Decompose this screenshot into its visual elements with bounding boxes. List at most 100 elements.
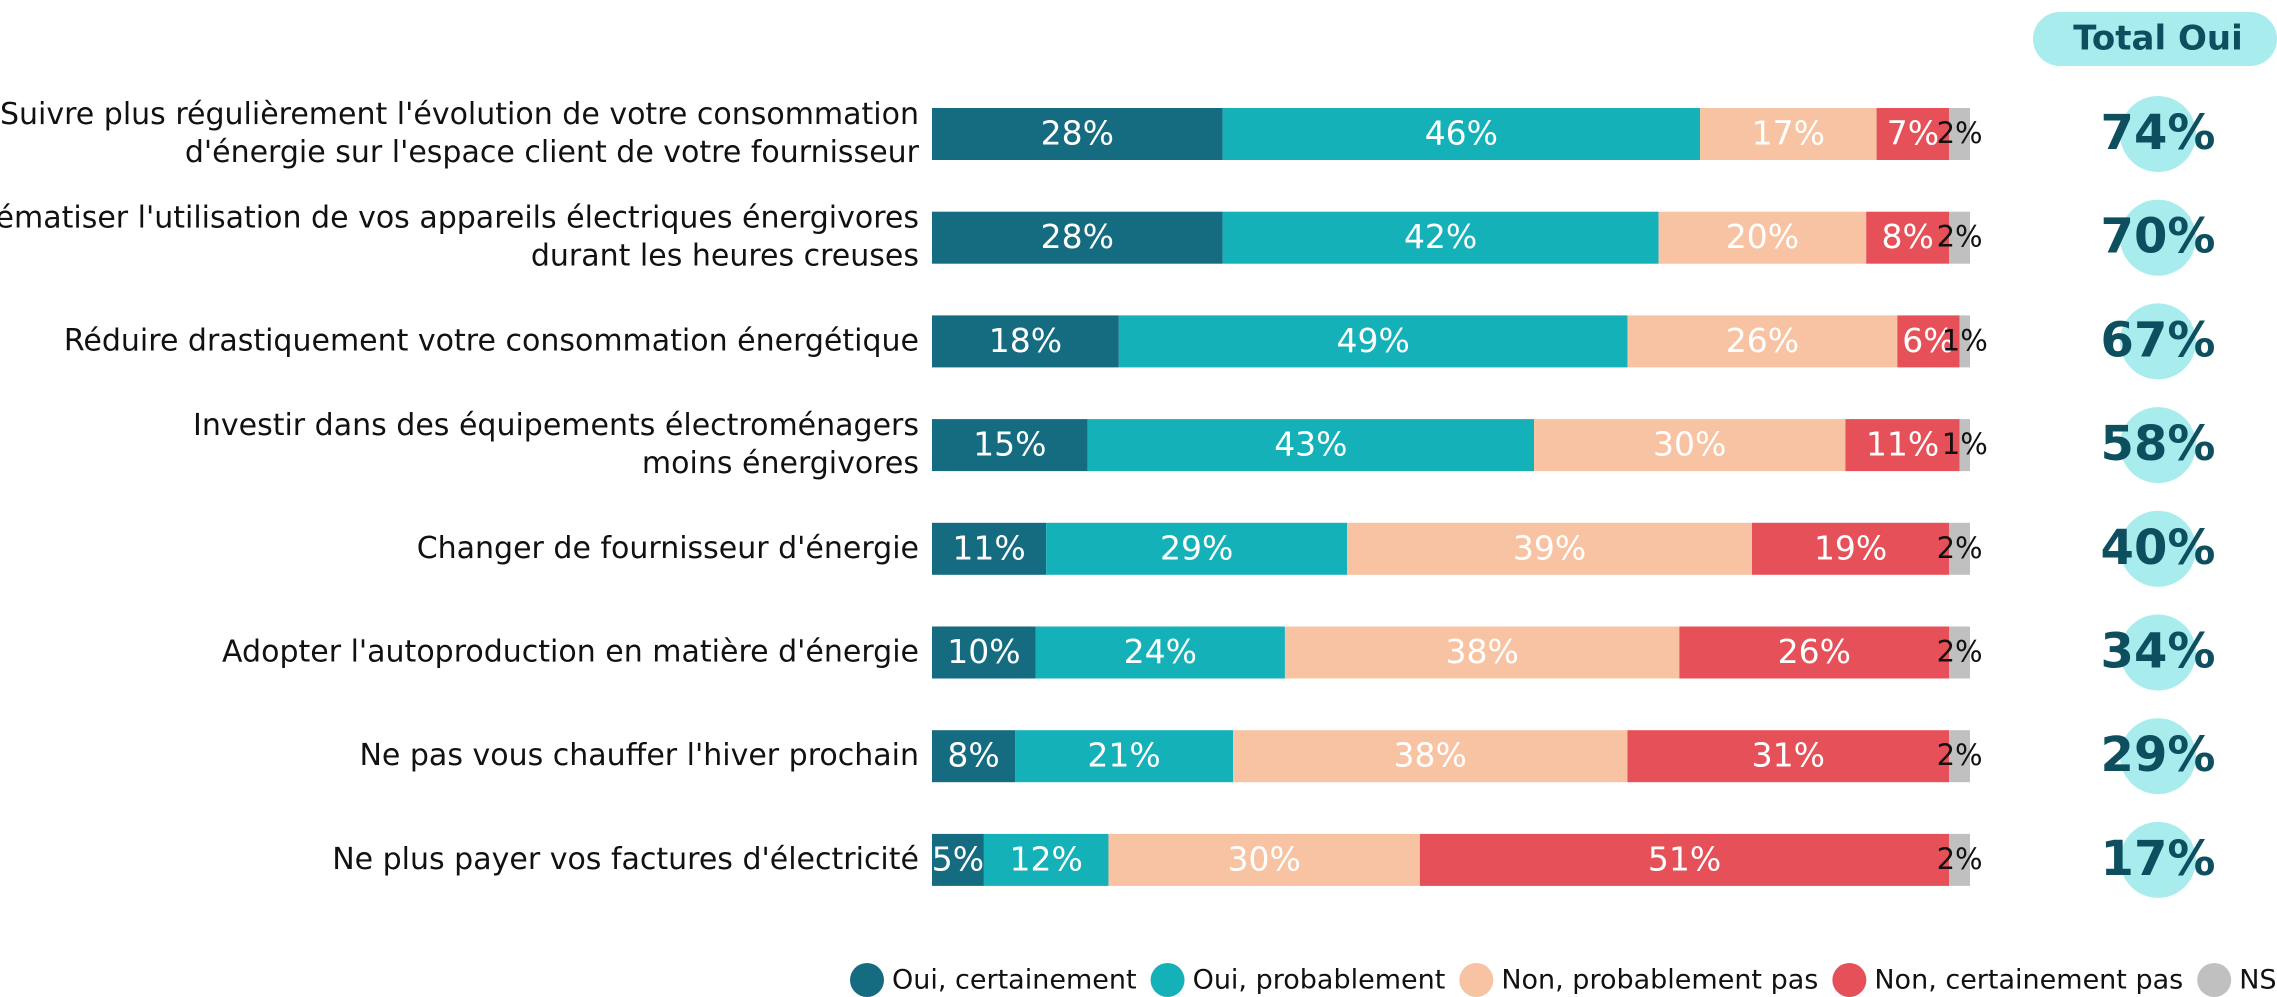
bar-segment (1959, 315, 1970, 368)
bar-segment (1347, 522, 1753, 575)
value-label: 1% (1942, 427, 1988, 461)
value-label: 43% (1274, 425, 1347, 464)
category-label: Ne pas vous chauffer l'hiver prochain (359, 738, 919, 773)
total-label: 70% (2101, 209, 2216, 265)
value-label: 28% (1041, 217, 1114, 256)
value-label: 42% (1404, 217, 1477, 256)
bar-segment (932, 315, 1119, 368)
value-label: 8% (947, 736, 999, 775)
legend-swatch (1459, 963, 1494, 997)
legend-label: Non, probablement pas (1501, 965, 1818, 996)
legend-label: NSP (2239, 965, 2277, 996)
value-label: 2% (1937, 220, 1983, 254)
total-circle (2120, 407, 2196, 484)
total-circle (2120, 510, 2196, 587)
bar-segment (983, 833, 1109, 886)
bar-segment (1419, 833, 1950, 886)
bar-segment (1222, 108, 1701, 160)
bar-segment (1087, 419, 1535, 472)
bar-segment (932, 108, 1223, 160)
value-label: 39% (1513, 528, 1586, 567)
bar-segment (932, 730, 1016, 783)
bar-segment (1959, 419, 1970, 472)
bar-segment (1118, 315, 1628, 368)
category-label: Changer de fournisseur d'énergie (417, 530, 919, 565)
value-label: 11% (1866, 425, 1939, 464)
bar-segment (1015, 730, 1234, 783)
value-label: 12% (1010, 839, 1083, 878)
bar-segment (1222, 211, 1659, 264)
value-label: 1% (1942, 323, 1988, 357)
bar-segment (1108, 833, 1420, 886)
value-label: 15% (973, 425, 1046, 464)
value-label: 29% (1160, 528, 1233, 567)
legend-label: Oui, certainement (892, 965, 1137, 996)
legend-swatch (1150, 963, 1185, 997)
legend-swatch (2197, 963, 2232, 997)
bar-segment (932, 626, 1036, 679)
bar-segment (1949, 211, 1970, 264)
total-label: 67% (2101, 312, 2216, 368)
value-label: 17% (1752, 114, 1825, 153)
bar-segment (1534, 419, 1846, 472)
bar-segment (1949, 522, 1970, 575)
value-label: 6% (1902, 321, 1954, 360)
total-label: 74% (2101, 105, 2216, 161)
bar-segment (1284, 626, 1680, 679)
value-label: 26% (1778, 632, 1851, 671)
bar-segment (1866, 211, 1950, 264)
category-label: Investir dans des équipements électromén… (193, 408, 919, 481)
bar-segment (1700, 108, 1877, 160)
bar-segment (1752, 522, 1950, 575)
bar-segment (932, 522, 1047, 575)
value-label: 30% (1227, 839, 1300, 878)
value-label: 2% (1937, 738, 1983, 772)
total-label: 34% (2101, 624, 2216, 680)
legend-label: Oui, probablement (1193, 965, 1446, 996)
value-label: 49% (1336, 321, 1409, 360)
value-label: 2% (1937, 635, 1983, 669)
value-label: 10% (947, 632, 1020, 671)
bar-segment (1046, 522, 1348, 575)
bar-segment (1949, 730, 1970, 783)
value-label: 24% (1124, 632, 1197, 671)
value-label: 46% (1425, 114, 1498, 153)
total-header: Total Oui (2073, 19, 2243, 59)
category-label: Ne plus payer vos factures d'électricité (332, 841, 919, 876)
total-circle (2120, 199, 2196, 276)
value-label: 8% (1882, 217, 1934, 256)
bar-segment (1658, 211, 1867, 264)
total-circle (2120, 821, 2196, 898)
value-label: 2% (1937, 842, 1983, 876)
bar-segment (1949, 833, 1970, 886)
value-label: 26% (1726, 321, 1799, 360)
value-label: 2% (1937, 531, 1983, 565)
value-label: 38% (1445, 632, 1518, 671)
value-label: 31% (1752, 736, 1825, 775)
legend-swatch (1832, 963, 1867, 997)
bar-segment (932, 419, 1088, 472)
bar-segment (1897, 315, 1960, 368)
total-circle (2120, 718, 2196, 795)
total-circle (2120, 96, 2196, 172)
total-circle (2120, 614, 2196, 691)
total-label: 29% (2101, 727, 2216, 783)
category-label: Suivre plus régulièrement l'évolution de… (0, 97, 920, 170)
total-header-pill (2033, 12, 2277, 66)
legend-swatch (850, 963, 884, 997)
value-label: 38% (1394, 736, 1467, 775)
bar-segment (1233, 730, 1628, 783)
value-label: 7% (1887, 114, 1939, 153)
total-label: 58% (2101, 416, 2216, 472)
value-label: 5% (932, 839, 984, 878)
category-label: Systématiser l'utilisation de vos appare… (0, 200, 919, 273)
bar-segment (1035, 626, 1285, 679)
value-label: 21% (1087, 736, 1160, 775)
legend-label: Non, certainement pas (1874, 965, 2183, 996)
bar-segment (1845, 419, 1960, 472)
value-label: 20% (1726, 217, 1799, 256)
category-label: Réduire drastiquement votre consommation… (64, 323, 919, 358)
value-label: 2% (1937, 116, 1983, 150)
bar-segment (1627, 315, 1898, 368)
